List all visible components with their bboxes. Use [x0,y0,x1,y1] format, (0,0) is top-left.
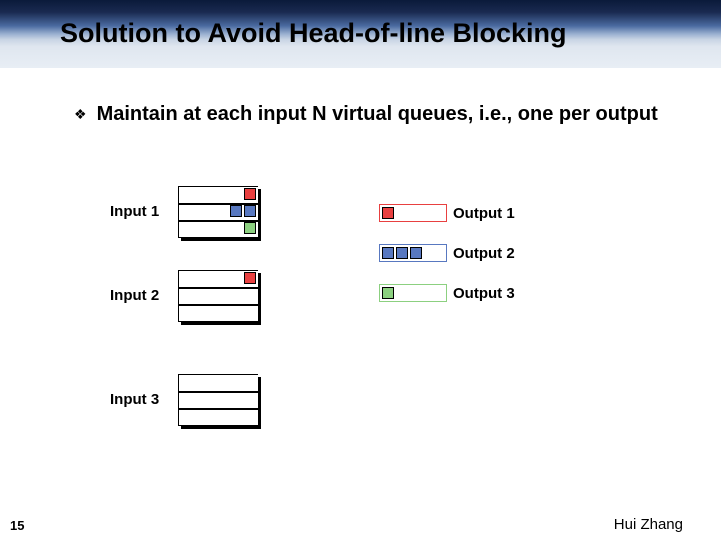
bullet-text: Maintain at each input N virtual queues,… [97,102,658,127]
author-name: Hui Zhang [614,516,683,533]
packet [244,222,256,234]
slide-number: 15 [10,518,24,533]
packet [382,207,394,219]
packet [396,247,408,259]
queue-sep [178,287,258,289]
input-label: Input 1 [110,203,159,220]
packet [382,247,394,259]
packet [230,205,242,217]
packet [244,188,256,200]
packet [382,287,394,299]
bullet-row: ❖ Maintain at each input N virtual queue… [74,102,691,127]
queue-sep [178,408,258,410]
output-label: Output 2 [453,245,515,262]
input-label: Input 2 [110,287,159,304]
packet [244,272,256,284]
slide-title: Solution to Avoid Head-of-line Blocking [60,18,566,49]
packet [244,205,256,217]
packet [410,247,422,259]
diagram-area: Input 1 Input 2 Input 3 Output 1 Output 2 Out… [0,180,721,460]
output-label: Output 1 [453,205,515,222]
input-label: Input 3 [110,391,159,408]
output-label: Output 3 [453,285,515,302]
input-queue [178,374,258,426]
diamond-bullet-icon: ❖ [74,106,87,123]
queue-sep [178,391,258,393]
queue-sep [178,304,258,306]
